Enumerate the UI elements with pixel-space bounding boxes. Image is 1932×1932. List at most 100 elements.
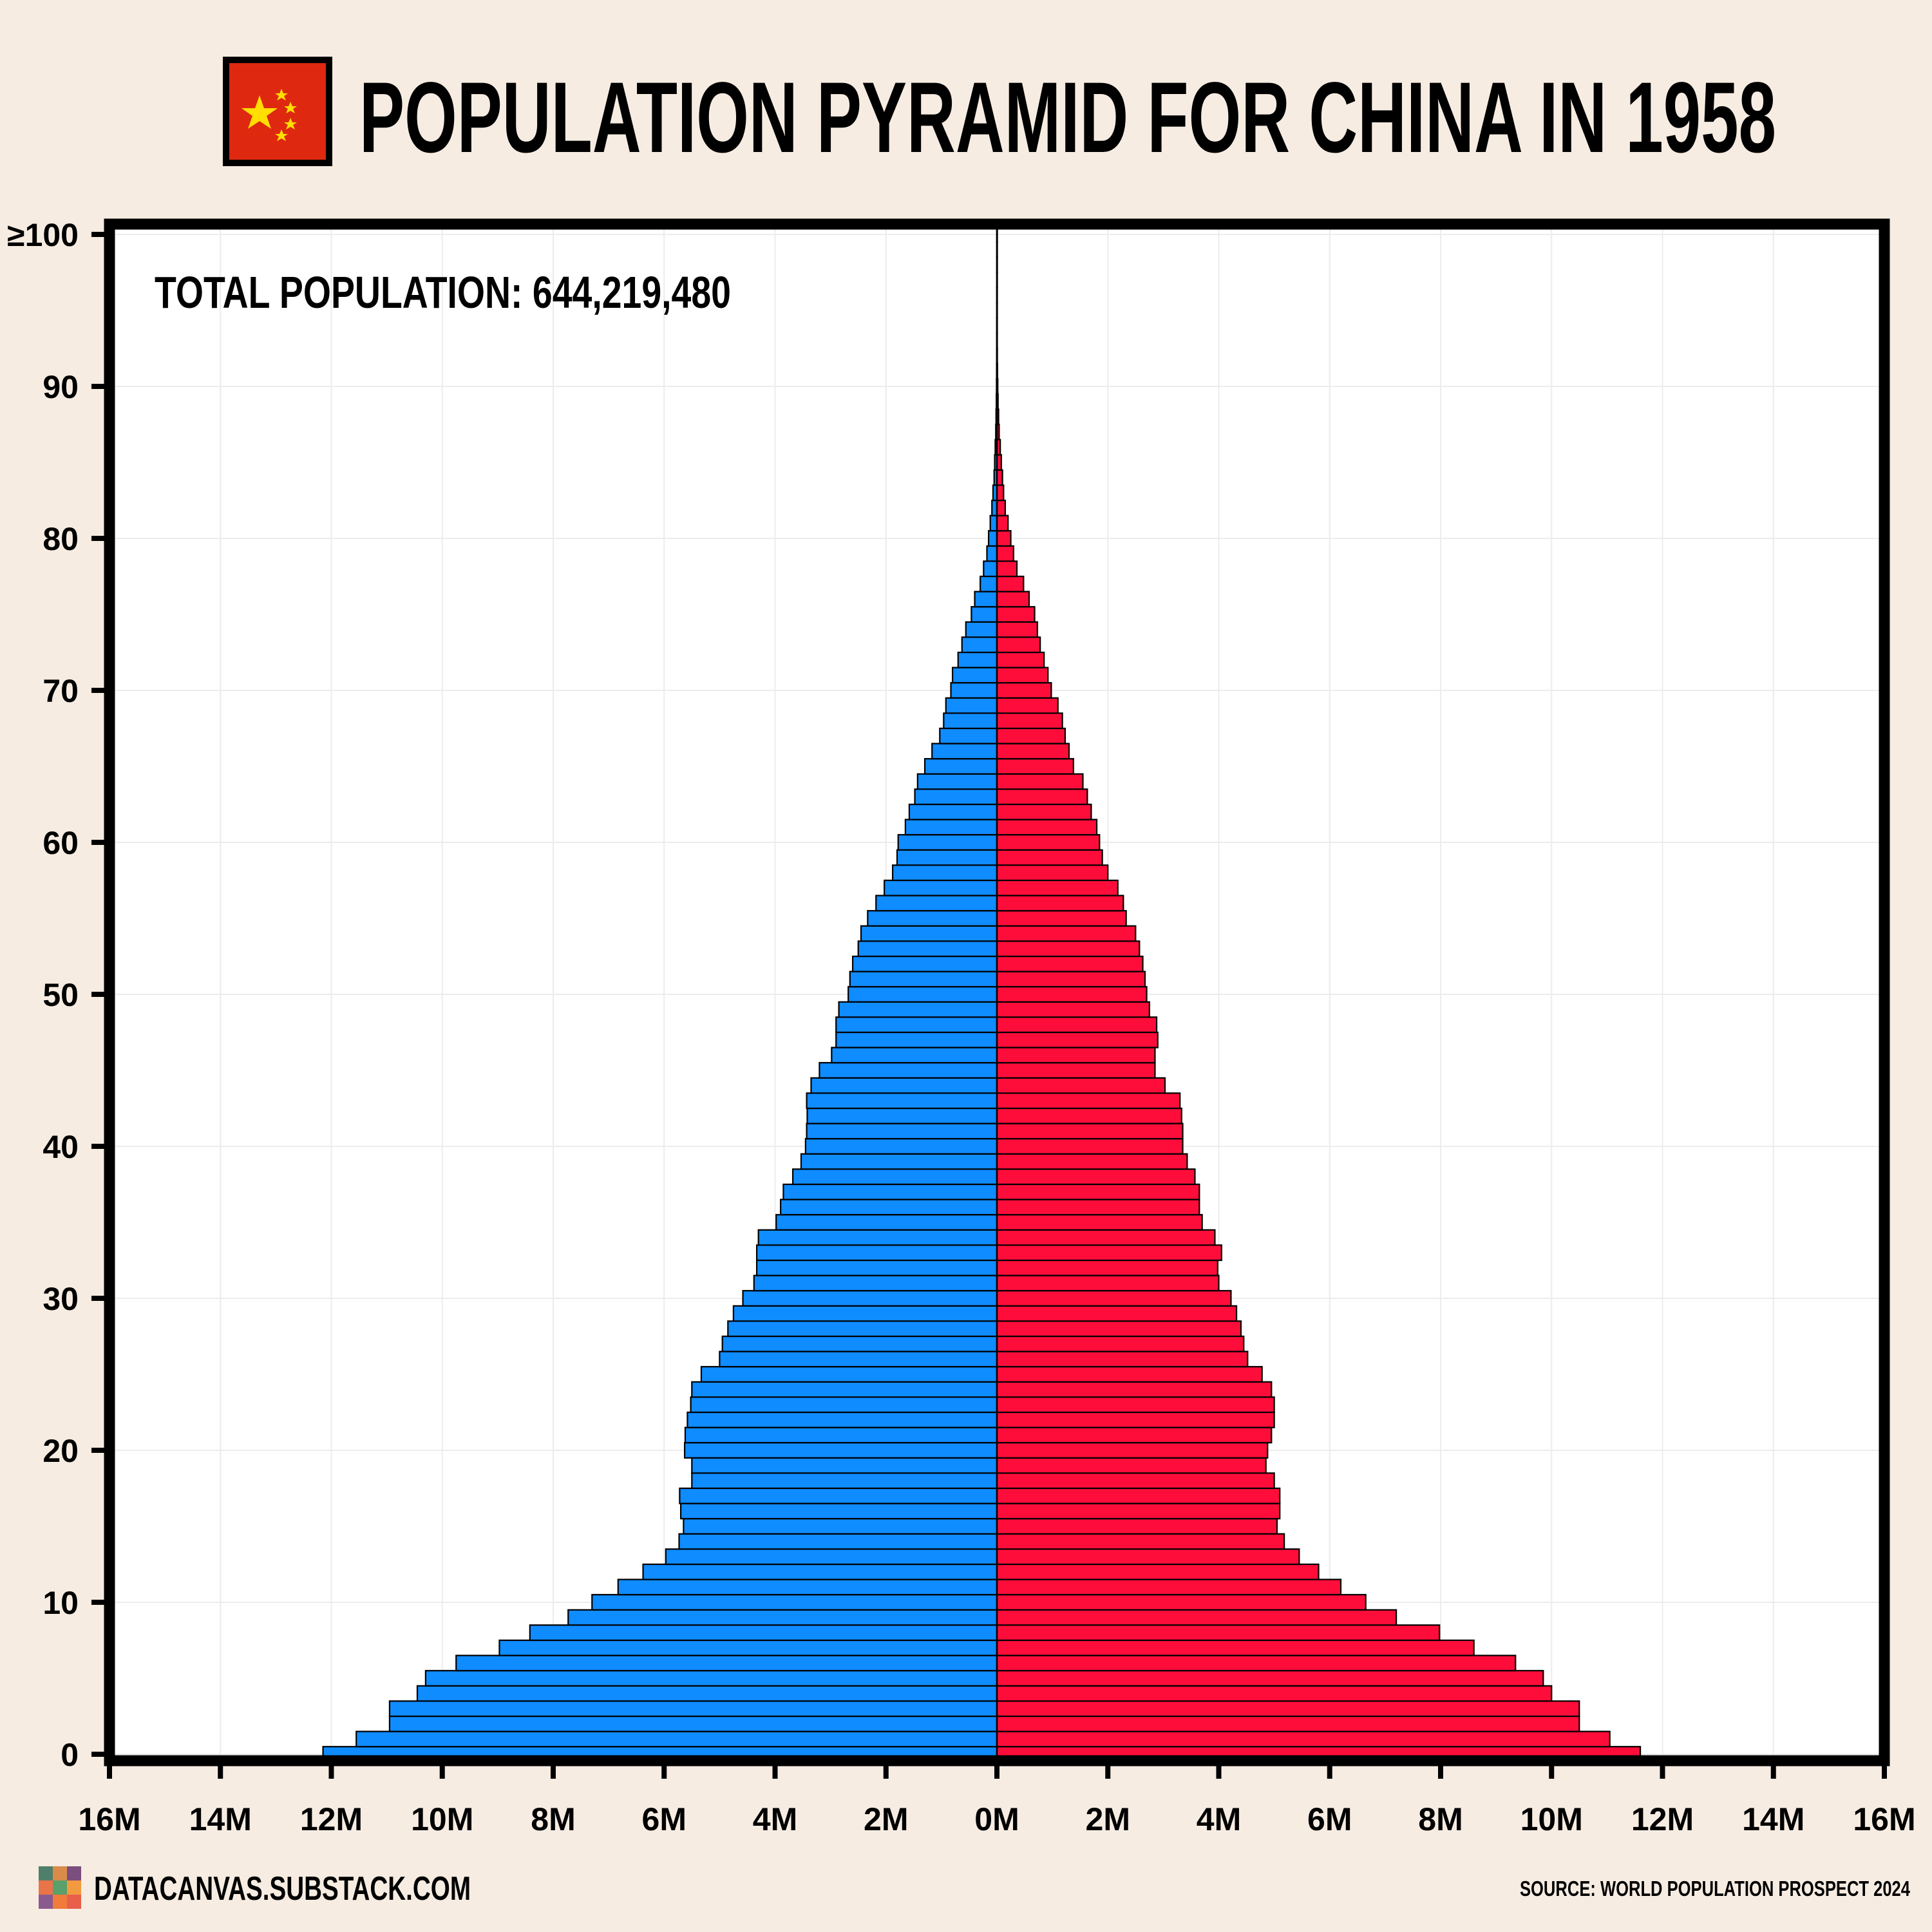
- bar-right-age-83: [996, 484, 1005, 502]
- bar-left-age-67: [939, 727, 998, 744]
- bar-right-age-10: [996, 1594, 1367, 1611]
- bar-right-age-35: [996, 1214, 1203, 1231]
- footer-source: SOURCE: WORLD POPULATION PROSPECT 2024: [1520, 1877, 1910, 1900]
- bar-left-age-65: [923, 758, 998, 775]
- bar-right-age-24: [996, 1381, 1273, 1398]
- bar-right-age-76: [996, 591, 1030, 608]
- plot-frame: [104, 218, 1890, 1766]
- bar-right-age-31: [996, 1274, 1220, 1292]
- bar-left-age-18: [691, 1472, 998, 1490]
- bar-right-age-22: [996, 1411, 1275, 1428]
- bar-right-age-77: [996, 575, 1025, 592]
- bar-right-age-50: [996, 986, 1148, 1003]
- bar-right-age-63: [996, 788, 1088, 806]
- y-axis-ticks: 0 10 20 30 40 50 60 70 80 90 ≥100: [7, 217, 104, 1773]
- bar-right-age-6: [996, 1654, 1517, 1672]
- bar-left-age-54: [860, 925, 998, 942]
- bar-left-age-30: [742, 1290, 998, 1307]
- y-tick-label: 80: [43, 521, 79, 557]
- bar-right-age-52: [996, 955, 1144, 972]
- bar-left-age-69: [945, 697, 998, 714]
- bar-left-age-45: [819, 1062, 998, 1079]
- bar-right-age-70: [996, 682, 1052, 699]
- x-tick-label: 4M: [753, 1801, 797, 1837]
- bar-right-age-25: [996, 1366, 1263, 1383]
- bar-right-age-28: [996, 1320, 1242, 1338]
- bar-right-age-21: [996, 1426, 1273, 1444]
- bar-right-age-49: [996, 1001, 1150, 1018]
- bars: [322, 226, 1642, 1763]
- bar-left-age-25: [700, 1366, 998, 1383]
- bar-right-age-48: [996, 1016, 1158, 1034]
- bar-left-age-73: [961, 636, 998, 654]
- x-axis-ticks: 16M 14M 12M 10M 8M 6M 4M 2M 0M 2M 4M 6M 8M 10M 12M 14M 1…: [78, 1766, 1916, 1837]
- bar-right-age-42: [996, 1107, 1182, 1124]
- footer: DATACANVAS.SUBSTACK.COM SOURCE: WORLD PO…: [39, 1866, 1910, 1909]
- bar-left-age-31: [753, 1274, 998, 1292]
- bar-right-age-45: [996, 1062, 1156, 1079]
- bar-left-age-8: [529, 1624, 998, 1642]
- bar-right-age-39: [996, 1153, 1188, 1170]
- bar-left-age-28: [727, 1320, 998, 1338]
- bar-right-age-78: [996, 560, 1018, 578]
- bar-right-age-75: [996, 606, 1036, 623]
- y-tick-label: 30: [43, 1281, 79, 1317]
- bar-right-age-81: [996, 515, 1009, 532]
- bar-right-age-59: [996, 849, 1103, 866]
- bar-right-age-74: [996, 621, 1038, 638]
- x-tick-label: 6M: [1307, 1801, 1352, 1837]
- bar-right-age-69: [996, 697, 1059, 714]
- bar-left-age-19: [691, 1457, 998, 1474]
- x-tick-label: 10M: [1520, 1801, 1583, 1837]
- bar-left-age-6: [455, 1654, 998, 1672]
- bar-right-age-41: [996, 1122, 1184, 1140]
- bar-right-age-43: [996, 1092, 1181, 1110]
- bar-right-age-61: [996, 819, 1098, 836]
- bar-right-age-19: [996, 1457, 1267, 1474]
- bar-right-age-30: [996, 1290, 1232, 1307]
- x-tick-label: 16M: [1853, 1801, 1915, 1837]
- bar-left-age-61: [904, 819, 998, 836]
- x-tick-label: 2M: [864, 1801, 908, 1837]
- bar-right-age-17: [996, 1487, 1281, 1504]
- bar-right-age-82: [996, 499, 1007, 516]
- bar-left-age-21: [684, 1426, 998, 1444]
- x-tick-label: 8M: [531, 1801, 575, 1837]
- bar-left-age-23: [690, 1396, 998, 1414]
- bar-left-age-7: [498, 1639, 998, 1656]
- bar-right-age-15: [996, 1518, 1278, 1535]
- bar-right-age-57: [996, 879, 1119, 896]
- y-tick-label: 70: [43, 673, 79, 709]
- bar-right-age-12: [996, 1563, 1320, 1580]
- bar-left-age-12: [642, 1563, 998, 1580]
- bar-right-age-32: [996, 1259, 1218, 1276]
- x-tick-label: 10M: [411, 1801, 473, 1837]
- bar-right-age-60: [996, 834, 1101, 851]
- page-title: POPULATION PYRAMID FOR CHINA IN 1958: [359, 62, 1776, 174]
- bar-right-age-3: [996, 1700, 1580, 1718]
- bar-right-age-4: [996, 1685, 1553, 1702]
- bar-right-age-67: [996, 727, 1066, 744]
- bar-left-age-11: [617, 1578, 998, 1596]
- bar-left-age-1: [355, 1730, 998, 1748]
- bar-right-age-33: [996, 1244, 1222, 1262]
- x-tick-label: 2M: [1086, 1801, 1130, 1837]
- bar-right-age-40: [996, 1138, 1184, 1155]
- bar-right-age-54: [996, 925, 1137, 942]
- bar-right-age-2: [996, 1715, 1580, 1732]
- bar-left-age-17: [679, 1487, 998, 1504]
- bar-right-age-38: [996, 1168, 1196, 1186]
- bar-left-age-51: [849, 971, 998, 988]
- bar-right-age-55: [996, 910, 1127, 927]
- bar-left-age-47: [835, 1031, 998, 1048]
- bar-left-age-3: [388, 1700, 998, 1718]
- x-tick-label: 4M: [1197, 1801, 1241, 1837]
- y-tick-label: 60: [43, 825, 79, 861]
- bar-right-age-7: [996, 1639, 1475, 1656]
- bar-left-age-80: [987, 530, 998, 547]
- bar-right-age-13: [996, 1548, 1300, 1566]
- footer-site: DATACANVAS.SUBSTACK.COM: [94, 1870, 471, 1908]
- bar-right-age-79: [996, 545, 1014, 562]
- bar-right-age-62: [996, 803, 1092, 820]
